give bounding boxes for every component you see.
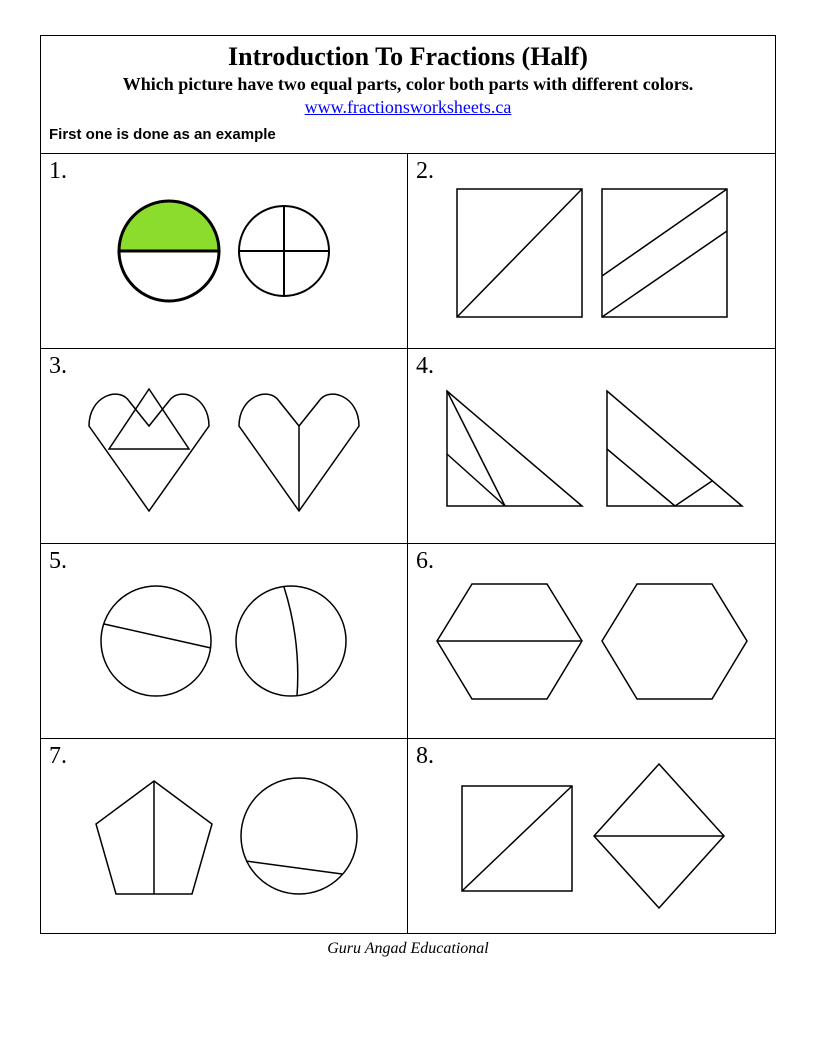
circle-slanted-chord-icon [94, 576, 219, 706]
problem-number: 8. [416, 743, 434, 770]
problem-number: 3. [49, 353, 67, 380]
problem-cell: 1. [41, 153, 408, 348]
circle-half-filled-icon [114, 191, 224, 311]
example-note: First one is done as an example [41, 118, 775, 153]
page-title: Introduction To Fractions (Half) [41, 42, 775, 72]
problem-cell: 4. [408, 348, 775, 543]
hexagon-split-icon [432, 574, 587, 709]
problem-number: 7. [49, 743, 67, 770]
problem-number: 6. [416, 548, 434, 575]
footer-credit: Guru Angad Educational [40, 934, 776, 958]
heart-split-icon [229, 371, 369, 521]
circle-vertical-curve-icon [229, 576, 354, 706]
problem-number: 5. [49, 548, 67, 575]
shapes-container [416, 158, 767, 344]
instruction-text: Which picture have two equal parts, colo… [41, 74, 775, 95]
heart-triangle-icon [79, 371, 219, 521]
problem-number: 1. [49, 158, 67, 185]
shapes-container [416, 743, 767, 929]
hexagon-plain-icon [597, 574, 752, 709]
shapes-container [49, 353, 399, 539]
problem-cell: 6. [408, 543, 775, 738]
right-triangle-lines1-icon [437, 376, 587, 516]
circle-chord-bottom-icon [234, 769, 364, 904]
square-two-diagonals-icon [597, 181, 732, 321]
worksheet-header: Introduction To Fractions (Half) Which p… [41, 36, 775, 153]
problem-grid: 1. 2. [41, 153, 775, 933]
shapes-container [416, 353, 767, 539]
diamond-split-icon [589, 756, 729, 916]
square-diagonal-icon [452, 181, 587, 321]
problem-cell: 2. [408, 153, 775, 348]
shapes-container [49, 548, 399, 734]
circle-quarters-icon [234, 191, 334, 311]
problem-cell: 8. [408, 738, 775, 933]
square-diagonal2-icon [454, 771, 579, 901]
shapes-container [416, 548, 767, 734]
shapes-container [49, 158, 399, 344]
shapes-container [49, 743, 399, 929]
source-link[interactable]: www.fractionsworksheets.ca [305, 97, 512, 118]
problem-cell: 5. [41, 543, 408, 738]
problem-cell: 3. [41, 348, 408, 543]
problem-number: 4. [416, 353, 434, 380]
worksheet-page: Introduction To Fractions (Half) Which p… [40, 35, 776, 934]
right-triangle-lines2-icon [597, 376, 747, 516]
problem-number: 2. [416, 158, 434, 185]
pentagon-split-icon [84, 769, 224, 904]
problem-cell: 7. [41, 738, 408, 933]
